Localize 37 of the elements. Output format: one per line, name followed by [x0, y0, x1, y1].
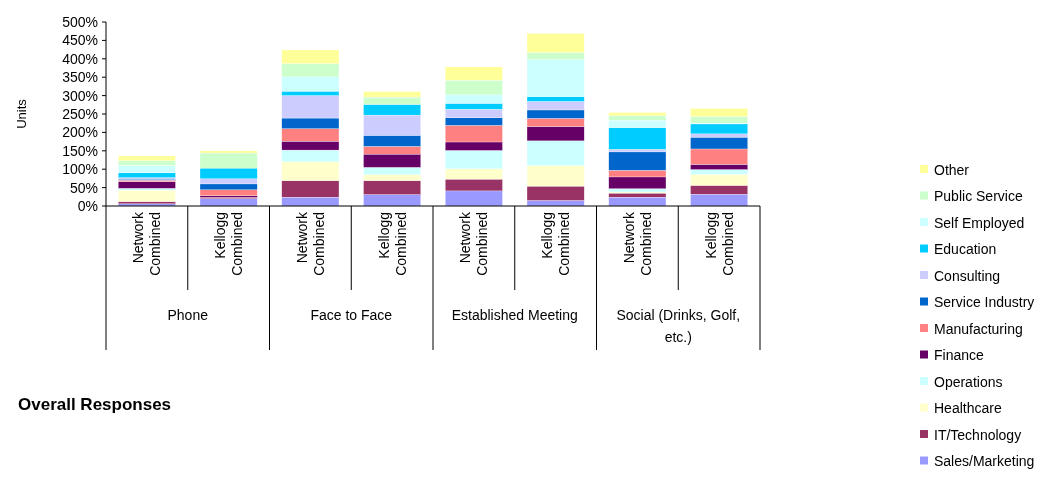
- y-axis-title: Units: [14, 98, 29, 129]
- legend-label: Public Service: [934, 188, 1023, 205]
- y-tick-label: 450%: [62, 32, 98, 49]
- legend-label: Operations: [934, 373, 1003, 390]
- x-tick-label: Network Combined: [457, 211, 491, 276]
- y-tick-label: 250%: [62, 105, 98, 122]
- text: Phone: [167, 307, 209, 323]
- x-tick-label: Kellogg Combined: [212, 212, 246, 276]
- legend-label: Education: [934, 241, 997, 258]
- y-tick-label: 200%: [62, 124, 98, 141]
- y-tick-label: 500%: [62, 13, 98, 30]
- legend-label: IT/Technology: [934, 426, 1022, 443]
- legend-label: Consulting: [934, 267, 1001, 284]
- text: Overall Responses: [18, 395, 172, 414]
- legend-label: Other: [934, 161, 970, 178]
- legend-label: Manufacturing: [934, 320, 1023, 337]
- x-tick-label: Network Combined: [620, 211, 654, 276]
- text: Face to Face: [310, 307, 393, 323]
- legend-label: Healthcare: [934, 400, 1002, 417]
- y-tick-label: 350%: [62, 69, 98, 86]
- legend-label: Service Industry: [934, 294, 1035, 311]
- legend-label: Self Employed: [934, 214, 1025, 231]
- legend-label: Finance: [934, 347, 985, 364]
- x-tick-label: Kellogg Combined: [539, 212, 573, 276]
- text: Social (Drinks, Golf, etc.): [616, 307, 741, 345]
- x-tick-label: Kellogg Combined: [375, 212, 409, 276]
- x-tick-label: Kellogg Combined: [702, 212, 736, 276]
- legend-label: Sales/Marketing: [934, 453, 1035, 470]
- y-tick-label: 150%: [62, 142, 98, 159]
- y-tick-label: 50%: [69, 179, 98, 196]
- y-tick-label: 100%: [62, 161, 98, 178]
- y-tick-label: 400%: [62, 50, 98, 67]
- x-tick-label: Network Combined: [130, 211, 164, 276]
- x-tick-label: Network Combined: [293, 211, 327, 276]
- y-tick-label: 300%: [62, 87, 98, 104]
- text: Established Meeting: [451, 307, 578, 323]
- y-tick-label: 0%: [77, 197, 98, 214]
